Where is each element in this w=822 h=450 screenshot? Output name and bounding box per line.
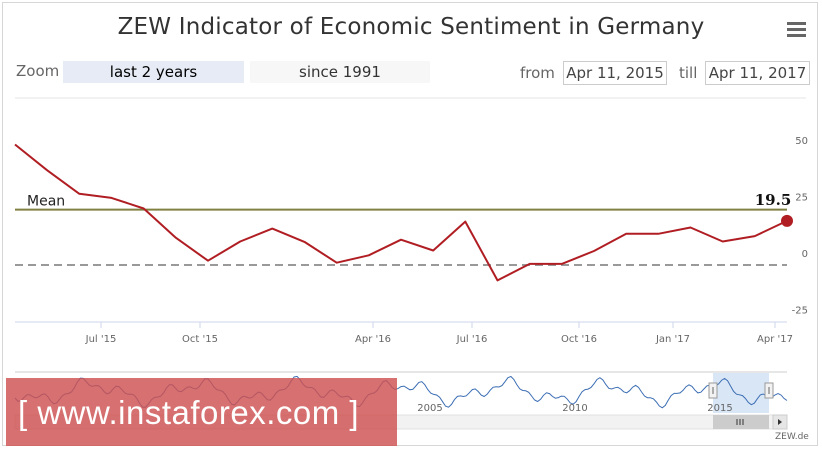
plot-area: 50 25 0 -25 Jul '15 Oct '15 Apr '16 Jul '16 Oct … [13,136,808,345]
from-label: from [520,64,555,82]
data-point [528,262,532,266]
data-point [13,143,17,147]
y-tick-label: 50 [795,136,808,147]
data-point [77,192,81,196]
data-point [721,239,725,243]
data-point [174,236,178,240]
x-tick-label: Jan '17 [655,334,690,345]
scrollbar-thumb [713,415,769,429]
x-tick-label: Jul '16 [456,334,488,345]
last-data-point [781,214,793,227]
watermark-text: [ www.instaforex.com ] [18,394,360,431]
menu-bar-3 [787,34,806,37]
data-point [463,220,467,224]
data-point [431,249,435,253]
data-point [142,207,146,211]
data-point [592,249,596,253]
zoom-since-1991-button[interactable]: since 1991 [250,61,430,83]
last-value-label: 19.5 [755,191,792,209]
data-point [270,227,274,231]
credit-link[interactable]: ZEW.de [775,432,809,442]
from-date-input[interactable]: Apr 11, 2015 [563,61,667,85]
navigator-year-label: 2015 [707,403,732,414]
data-point [656,232,660,236]
watermark-band [6,378,397,446]
data-point [335,261,339,265]
menu-bar-1 [787,22,806,25]
x-tick-label: Jul '15 [85,334,117,345]
data-point [624,232,628,236]
till-label: till [679,64,698,82]
x-tick-label: Apr '16 [355,334,391,345]
data-point [753,234,757,238]
x-tick-label: Oct '15 [182,334,218,345]
chart-title: ZEW Indicator of Economic Sentiment in G… [117,14,705,40]
navigator-year-label: 2005 [417,403,442,414]
data-point [367,253,371,257]
navigator-year-label: 2010 [562,403,587,414]
x-tick-label: Oct '16 [561,334,597,345]
series-line [14,143,788,282]
chart-frame [2,2,818,446]
x-tick-label: Apr '17 [757,334,793,345]
data-point [206,259,210,263]
menu-bar-2 [787,28,806,31]
data-point [496,278,500,282]
data-point [238,239,242,243]
data-point [110,196,114,200]
data-point [689,225,693,229]
scrollbar-right-arrow-icon [778,419,782,425]
mean-label: Mean [27,194,65,210]
data-point [560,262,564,266]
zoom-last-2-years-button[interactable]: last 2 years [63,61,244,83]
till-date-input[interactable]: Apr 11, 2017 [705,61,810,85]
data-point [303,240,307,244]
hamburger-menu-icon[interactable] [787,22,806,38]
data-point [45,168,49,172]
zoom-label: Zoom [16,62,60,80]
y-tick-label: 0 [802,249,808,260]
y-tick-label: -25 [792,306,808,317]
y-tick-label: 25 [795,193,808,204]
data-point [399,238,403,242]
